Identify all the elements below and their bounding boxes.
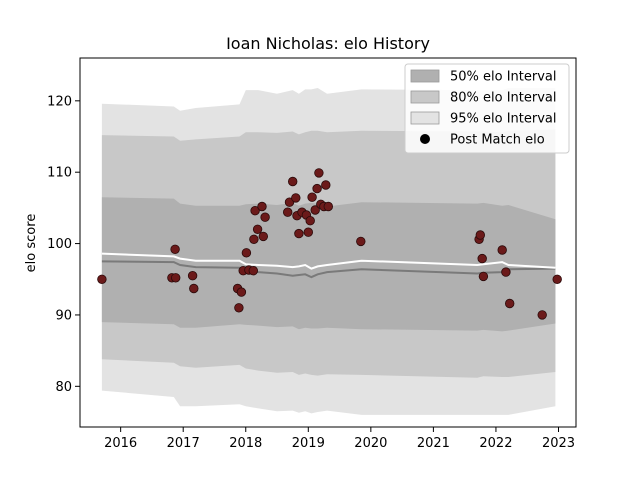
- legend-box: [404, 63, 570, 154]
- y-tick-label: 90: [55, 308, 72, 323]
- post-match-point: [497, 245, 507, 255]
- median-elo-line: [101, 252, 556, 270]
- legend-swatch-80-elo-interval: [410, 90, 440, 104]
- post-match-points: [97, 168, 562, 320]
- post-match-point: [321, 180, 331, 190]
- y-tick-label: 80: [55, 380, 72, 395]
- post-match-point: [294, 228, 304, 239]
- y-tick-label: 120: [47, 94, 72, 109]
- post-match-point: [97, 274, 107, 285]
- post-match-point: [303, 227, 314, 237]
- post-match-point: [552, 274, 562, 285]
- post-match-point: [537, 310, 547, 320]
- legend: 50% elo Interval 80% elo Interval 95% elo …: [404, 63, 570, 154]
- x-axis-ticks: 2016 2017 2018 2019 2020 2021 2022 2023: [104, 427, 575, 451]
- y-tick-label: 100: [47, 237, 72, 252]
- post-match-point: [356, 236, 366, 247]
- legend-marker-post-match-elo: [420, 134, 430, 144]
- post-match-point: [477, 253, 487, 264]
- post-match-point: [283, 207, 293, 217]
- y-axis-ticks: 80 90 100 110 120: [47, 94, 80, 395]
- y-tick-label: 110: [47, 166, 72, 181]
- post-match-point: [250, 205, 260, 216]
- x-tick-label: 2019: [292, 436, 325, 451]
- post-match-point: [314, 168, 324, 178]
- post-match-point: [475, 230, 486, 240]
- post-match-point: [260, 212, 270, 222]
- plot-area: [97, 88, 562, 415]
- post-match-point: [258, 231, 269, 242]
- legend-label-95-elo-interval: 95% elo Interval: [450, 112, 557, 127]
- post-match-point: [249, 234, 259, 245]
- post-match-point: [478, 271, 489, 282]
- x-tick-label: 2020: [354, 436, 387, 451]
- legend-swatch-95-elo-interval: [410, 111, 440, 125]
- post-match-point: [234, 303, 244, 313]
- x-tick-label: 2022: [479, 436, 512, 451]
- x-tick-label: 2023: [542, 436, 575, 451]
- x-tick-label: 2016: [104, 436, 137, 451]
- legend-label-80-elo-interval: 80% elo Interval: [450, 91, 557, 106]
- post-match-point: [241, 248, 252, 258]
- post-match-point: [312, 183, 322, 194]
- x-tick-label: 2018: [229, 436, 262, 451]
- legend-swatch-50-elo-interval: [410, 69, 440, 83]
- post-match-point: [501, 267, 511, 277]
- post-match-point: [189, 283, 199, 294]
- post-match-point: [187, 271, 198, 281]
- post-match-point: [305, 215, 315, 226]
- post-match-point: [170, 273, 181, 283]
- post-match-point: [291, 193, 301, 203]
- post-match-point: [288, 176, 298, 187]
- y-axis-label: elo score: [24, 214, 39, 273]
- post-match-point: [236, 287, 247, 297]
- post-match-point: [310, 205, 320, 215]
- post-match-point: [252, 224, 263, 235]
- chart-title: Ioan Nicholas: elo History: [226, 34, 430, 53]
- post-match-point: [248, 266, 259, 276]
- x-tick-label: 2017: [167, 436, 200, 451]
- legend-label-post-match-elo: Post Match elo: [450, 133, 545, 148]
- x-tick-label: 2021: [417, 436, 450, 451]
- axes-frame: [79, 57, 577, 428]
- post-match-point: [170, 244, 180, 255]
- interval-bands: [101, 88, 556, 415]
- post-match-point: [505, 298, 515, 309]
- post-match-point: [323, 201, 334, 212]
- post-match-point: [307, 192, 317, 202]
- legend-label-50-elo-interval: 50% elo Interval: [450, 70, 557, 85]
- post-match-point: [257, 201, 267, 212]
